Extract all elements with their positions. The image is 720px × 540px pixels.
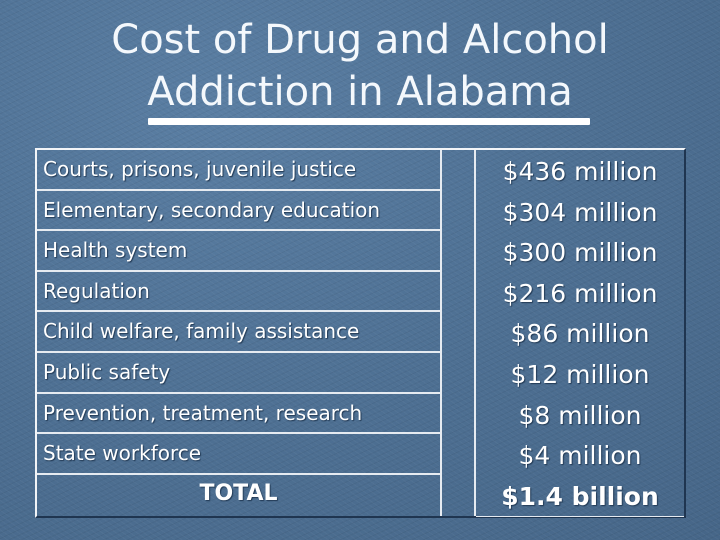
table-row-value: $86 million — [510, 319, 650, 349]
total-value: $1.4 billion — [501, 481, 659, 511]
title-underline — [148, 118, 590, 125]
category-column: Courts, prisons, juvenile justice Elemen… — [37, 150, 440, 516]
table-row-label: Child welfare, family assistance — [37, 312, 440, 353]
total-label: TOTAL — [199, 480, 278, 506]
table-row-label: Prevention, treatment, research — [37, 394, 440, 435]
table-row-value: $8 million — [518, 400, 642, 430]
cost-table: Courts, prisons, juvenile justice Elemen… — [35, 148, 686, 518]
table-row-value: $436 million — [502, 157, 658, 186]
table-row-value: $300 million — [502, 238, 658, 268]
table-row-label: Public safety — [37, 353, 440, 394]
table-row-label: Regulation — [37, 272, 440, 313]
table-row-label: Elementary, secondary education — [37, 191, 440, 232]
table-row-label: Courts, prisons, juvenile justice — [37, 150, 440, 191]
table-row-value: $4 million — [518, 441, 642, 471]
title-line-2: Addiction in Alabama — [147, 69, 573, 115]
title-line-1: Cost of Drug and Alcohol — [111, 17, 609, 63]
value-column: $436 million $304 million $300 million $… — [476, 150, 684, 517]
slide-title: Cost of Drug and Alcohol Addiction in Al… — [60, 14, 660, 118]
table-row-value: $304 million — [502, 197, 658, 227]
table-row-label: Health system — [37, 231, 440, 272]
column-divider — [440, 150, 476, 516]
table-row-value: $216 million — [502, 278, 658, 308]
table-row-value: $12 million — [510, 360, 650, 389]
table-row-label: State workforce — [37, 434, 440, 475]
